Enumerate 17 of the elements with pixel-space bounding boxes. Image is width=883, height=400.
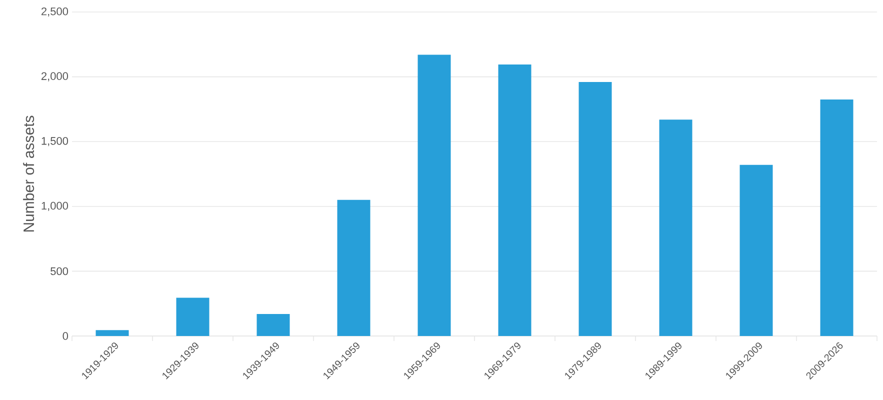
bar bbox=[256, 314, 290, 336]
bar bbox=[337, 200, 370, 336]
bar bbox=[659, 120, 692, 336]
bar bbox=[740, 164, 773, 336]
bar bbox=[176, 298, 210, 336]
bar bbox=[418, 54, 451, 336]
bar bbox=[96, 330, 129, 336]
bar bbox=[498, 64, 532, 336]
y-tick-label: 0 bbox=[62, 332, 68, 340]
bar bbox=[820, 99, 854, 336]
y-axis-title: Number of assets bbox=[23, 116, 34, 232]
y-tick-label: 1,000 bbox=[42, 202, 68, 211]
bar bbox=[578, 82, 612, 336]
y-tick-label: 500 bbox=[50, 267, 68, 276]
y-tick-label: 1,500 bbox=[42, 137, 68, 146]
y-tick-label: 2,500 bbox=[41, 7, 68, 17]
y-tick-label: 2,000 bbox=[41, 72, 68, 82]
